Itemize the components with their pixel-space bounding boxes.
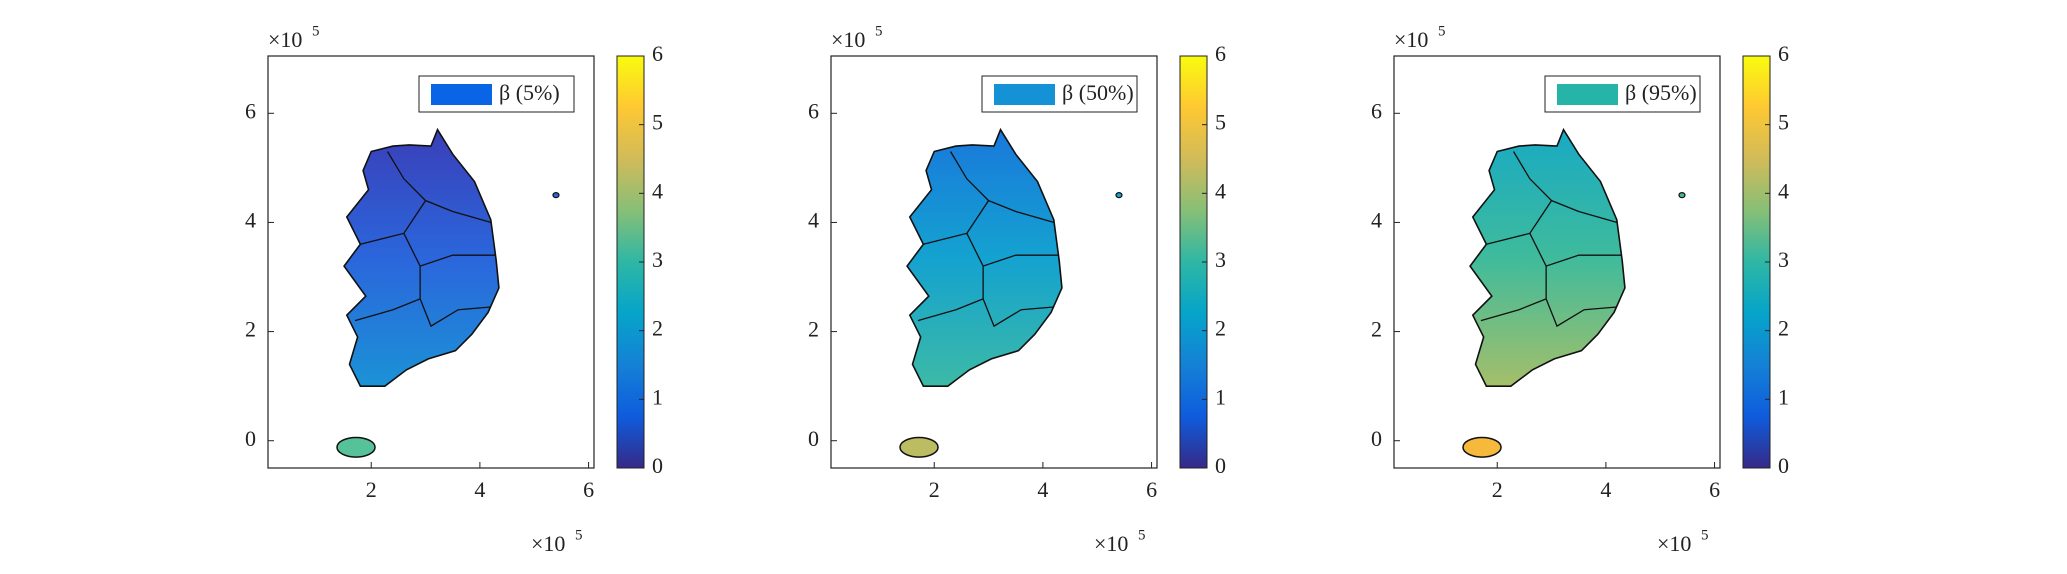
map-panel: 2 4 6 0 2 4 6 ×10 5 ×10 5 β (5%) 0 1 2 3 4 5 6 xyxy=(245,23,663,556)
mainland xyxy=(343,127,500,387)
y-tick-label: 6 xyxy=(245,98,256,123)
x-multiplier: ×10 xyxy=(531,531,565,556)
y-tick-label: 6 xyxy=(808,98,819,123)
legend-label: β (95%) xyxy=(1625,80,1697,105)
y-multiplier: ×10 xyxy=(831,27,865,52)
y-tick-label: 2 xyxy=(245,317,256,342)
map-panel: 2 4 6 0 2 4 6 ×10 5 ×10 5 β (95%) 0 1 2 3 4 5 6 xyxy=(1371,23,1789,556)
colorbar-tick-label: 6 xyxy=(652,41,663,66)
province-borders xyxy=(917,151,1059,328)
ulleungdo xyxy=(1678,192,1686,199)
x-multiplier-exponent: 5 xyxy=(1138,527,1146,543)
colorbar-tick-label: 2 xyxy=(652,316,663,341)
jeju xyxy=(899,436,939,458)
y-tick-label: 0 xyxy=(808,426,819,451)
colorbar-tick-label: 6 xyxy=(1215,41,1226,66)
x-tick-label: 2 xyxy=(929,477,940,502)
ulleungdo xyxy=(1115,192,1123,199)
colorbar-tick-label: 5 xyxy=(652,110,663,135)
colorbar-tick-label: 0 xyxy=(652,453,663,478)
y-multiplier-exponent: 5 xyxy=(875,23,883,39)
colorbar-tick-label: 5 xyxy=(1215,110,1226,135)
colorbar-tick-label: 4 xyxy=(1778,178,1789,203)
colorbar-tick-label: 3 xyxy=(1215,247,1226,272)
mainland xyxy=(906,127,1063,387)
y-tick-label: 2 xyxy=(808,317,819,342)
legend-swatch xyxy=(431,84,492,105)
colorbar-tick-label: 4 xyxy=(652,178,663,203)
jeju xyxy=(336,436,376,458)
y-tick-label: 2 xyxy=(1371,317,1382,342)
colorbar-tick-label: 0 xyxy=(1778,453,1789,478)
y-multiplier-exponent: 5 xyxy=(312,23,320,39)
province-borders xyxy=(1480,151,1622,328)
x-tick-label: 6 xyxy=(1709,477,1720,502)
x-tick-label: 4 xyxy=(1037,477,1048,502)
colorbar-tick-label: 3 xyxy=(1778,247,1789,272)
colorbar-tick-label: 1 xyxy=(652,384,663,409)
y-tick-label: 4 xyxy=(1371,207,1382,232)
colorbar-tick-label: 4 xyxy=(1215,178,1226,203)
map-panel: 2 4 6 0 2 4 6 ×10 5 ×10 5 β (50%) 0 1 2 3 4 5 6 xyxy=(808,23,1226,556)
colorbar-tick-label: 1 xyxy=(1215,384,1226,409)
x-multiplier-exponent: 5 xyxy=(575,527,583,543)
y-tick-label: 0 xyxy=(245,426,256,451)
y-multiplier: ×10 xyxy=(1394,27,1428,52)
y-tick-label: 6 xyxy=(1371,98,1382,123)
ulleungdo xyxy=(552,192,560,199)
legend-swatch xyxy=(994,84,1055,105)
x-multiplier: ×10 xyxy=(1657,531,1691,556)
y-tick-label: 0 xyxy=(1371,426,1382,451)
y-multiplier-exponent: 5 xyxy=(1438,23,1446,39)
colorbar-tick-label: 1 xyxy=(1778,384,1789,409)
x-tick-label: 4 xyxy=(1600,477,1611,502)
colorbar-tick-label: 6 xyxy=(1778,41,1789,66)
x-tick-label: 6 xyxy=(583,477,594,502)
legend-label: β (50%) xyxy=(1062,80,1134,105)
colorbar-tick-label: 0 xyxy=(1215,453,1226,478)
colorbar-tick-label: 3 xyxy=(652,247,663,272)
x-tick-label: 2 xyxy=(1492,477,1503,502)
colorbar-tick-label: 2 xyxy=(1778,316,1789,341)
mainland xyxy=(1469,127,1626,387)
y-tick-label: 4 xyxy=(245,207,256,232)
colorbar-tick-label: 5 xyxy=(1778,110,1789,135)
legend-swatch xyxy=(1557,84,1618,105)
legend-label: β (5%) xyxy=(499,80,560,105)
x-tick-label: 4 xyxy=(474,477,485,502)
jeju xyxy=(1462,436,1502,458)
x-tick-label: 6 xyxy=(1146,477,1157,502)
y-tick-label: 4 xyxy=(808,207,819,232)
x-tick-label: 2 xyxy=(366,477,377,502)
colorbar-tick-label: 2 xyxy=(1215,316,1226,341)
province-borders xyxy=(354,151,496,328)
x-multiplier: ×10 xyxy=(1094,531,1128,556)
y-multiplier: ×10 xyxy=(268,27,302,52)
x-multiplier-exponent: 5 xyxy=(1701,527,1709,543)
